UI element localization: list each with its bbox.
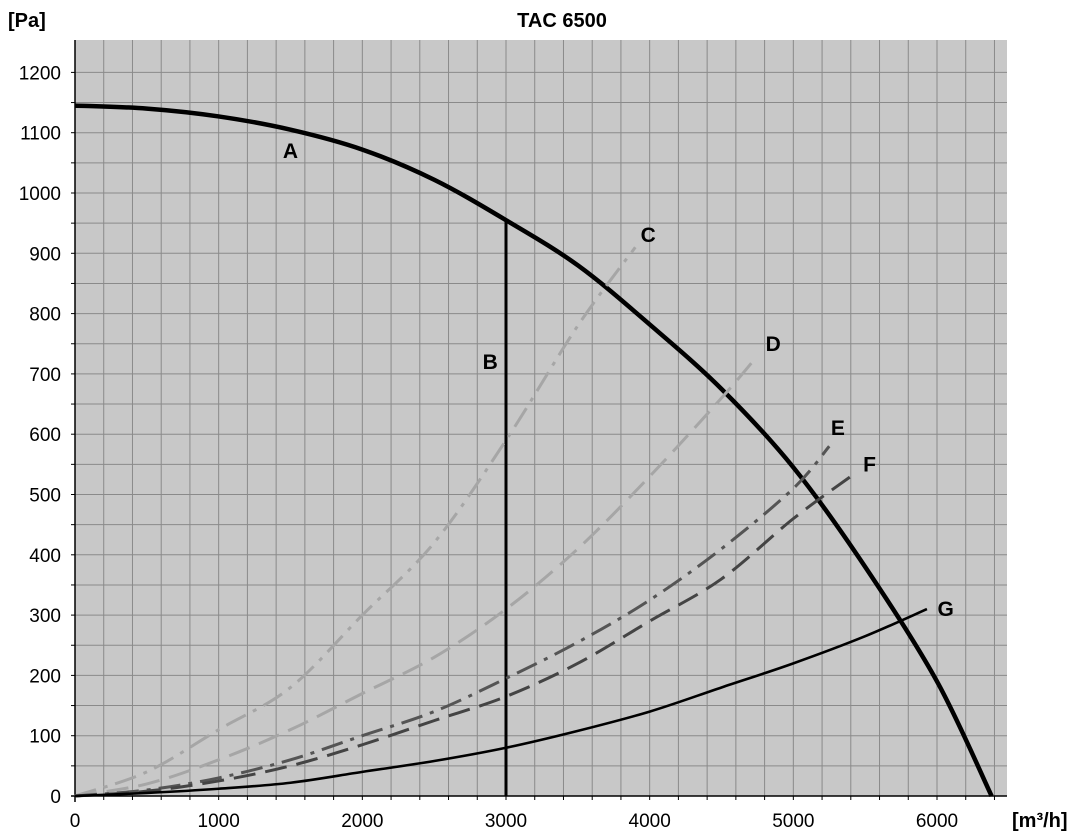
curve-label-a: A [283, 140, 298, 163]
curve-d [74, 354, 759, 798]
x-axis-label: [m³/h] [1012, 810, 1068, 832]
curve-labels: A B C D EF G [283, 140, 954, 621]
x-tick-label: 0 [70, 811, 81, 832]
y-tick-label: 200 [29, 666, 61, 687]
y-tick-labels: 0 100 200 300 400 500 600 700 800 900 1000 1100 1200 [19, 63, 61, 808]
x-tick-labels: 0 1000 2000 3000 4000 5000 6000 [70, 811, 958, 832]
y-tick-label: 900 [29, 244, 61, 265]
y-tick-label: 0 [50, 787, 61, 808]
x-tick-label: 4000 [629, 811, 671, 832]
x-tick-label: 6000 [916, 811, 958, 832]
curve-label-g: G [937, 598, 953, 621]
curve-label-b: B [483, 351, 498, 374]
curve-label-f: F [863, 453, 876, 476]
x-tick-label: 3000 [485, 811, 527, 832]
x-tick-label: 2000 [341, 811, 383, 832]
y-tick-label: 1200 [19, 63, 61, 84]
y-tick-label: 100 [29, 727, 61, 748]
curve-a [74, 103, 994, 797]
grid-lines [75, 40, 1007, 796]
y-tick-label: 600 [29, 425, 61, 446]
y-tick-label: 1000 [19, 184, 61, 205]
y-tick-label: 800 [29, 305, 61, 326]
curve-label-d: D [766, 333, 781, 356]
y-tick-label: 500 [29, 486, 61, 507]
curve-label-e: E [831, 417, 845, 440]
y-tick-label: 400 [29, 546, 61, 567]
plot-area [75, 40, 1007, 796]
curve-label-c: C [641, 224, 656, 247]
curve-f [74, 475, 852, 798]
x-tick-label: 5000 [772, 811, 814, 832]
chart-title: TAC 6500 [517, 10, 607, 32]
curve-e [74, 445, 831, 798]
x-tick-label: 1000 [198, 811, 240, 832]
axes [71, 40, 1007, 802]
curve-g [74, 607, 928, 798]
y-axis-label: [Pa] [8, 10, 46, 32]
y-tick-label: 700 [29, 365, 61, 386]
y-tick-label: 1100 [20, 124, 61, 145]
y-tick-label: 300 [29, 606, 61, 627]
curves [74, 103, 994, 798]
curve-c [74, 246, 637, 798]
